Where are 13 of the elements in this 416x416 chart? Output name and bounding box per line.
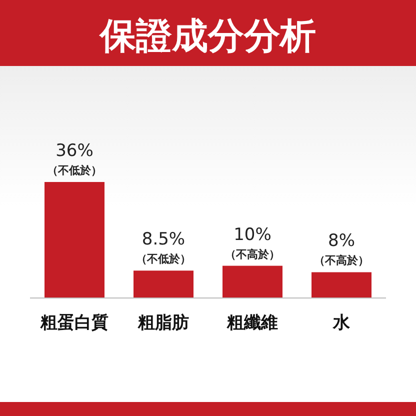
annotation: （不高於） [314, 254, 369, 268]
x-tick-label: 粗纖維 [226, 313, 278, 333]
annotation: （不低於） [136, 252, 191, 266]
data-label: 8.5% [142, 230, 186, 250]
data-label: 8% [328, 231, 355, 252]
annotation: （不低於） [47, 164, 102, 177]
chart-title: 保證成分分析 [98, 16, 316, 57]
annotation: （不高於） [225, 248, 280, 261]
x-tick-label: 水 [332, 313, 351, 333]
x-tick-label: 粗脂肪 [137, 313, 189, 333]
data-label: 36% [56, 141, 94, 161]
data-label: 10% [234, 224, 272, 245]
x-tick-label: 粗蛋白質 [40, 313, 108, 333]
